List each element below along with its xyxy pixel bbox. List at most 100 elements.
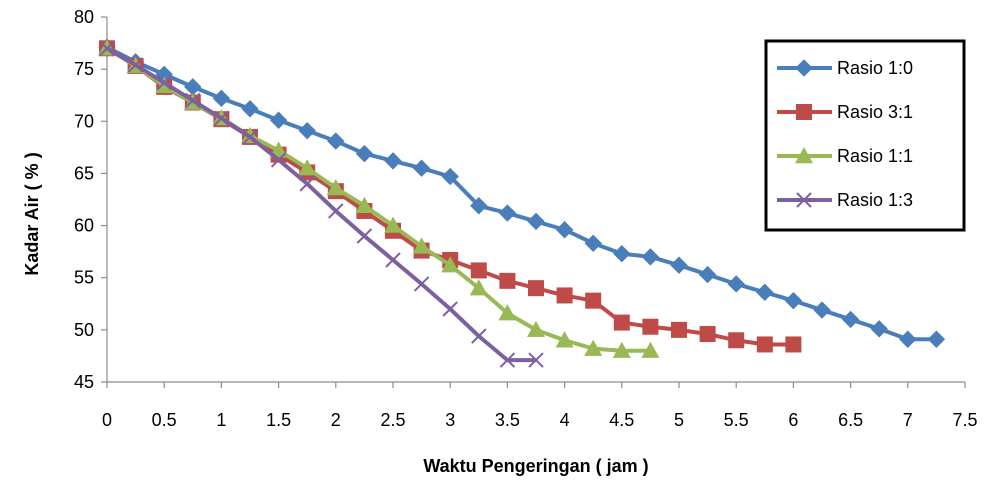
- data-point: [412, 159, 431, 177]
- data-point: [613, 314, 630, 331]
- data-point: [185, 92, 201, 109]
- data-point: [413, 276, 430, 292]
- y-tick-label: 55: [74, 268, 94, 288]
- legend-marker: [796, 104, 812, 120]
- data-point: [471, 328, 487, 344]
- data-point: [412, 237, 431, 254]
- data-point: [441, 256, 460, 273]
- data-point: [184, 78, 202, 96]
- data-point: [613, 245, 631, 263]
- chart-legend: Rasio 1:0 Rasio 3:1 Rasio 1:1 Rasio 1:3: [764, 39, 966, 232]
- data-point: [441, 167, 459, 186]
- data-point: [555, 331, 574, 348]
- data-point: [527, 320, 545, 338]
- data-point: [470, 197, 488, 215]
- series-rasio-1-3: [99, 40, 544, 368]
- x-tick-label: 6.5: [838, 410, 863, 430]
- x-tick-label: 7.5: [952, 410, 977, 430]
- data-point: [327, 132, 345, 150]
- data-point: [298, 121, 316, 140]
- x-tick-label: 3: [445, 410, 455, 430]
- data-point: [326, 179, 345, 196]
- data-point: [499, 272, 516, 289]
- data-point: [727, 275, 745, 293]
- data-point: [355, 144, 374, 163]
- legend-item: Rasio 3:1: [777, 102, 913, 122]
- data-point: [269, 141, 288, 158]
- y-tick-label: 80: [74, 7, 94, 27]
- y-tick-label: 65: [74, 163, 94, 183]
- data-point: [298, 159, 317, 176]
- data-point: [528, 280, 544, 297]
- y-tick-label: 75: [74, 59, 94, 79]
- data-point: [528, 352, 544, 368]
- data-point: [470, 262, 487, 279]
- x-axis-title: Waktu Pengeringan ( jam ): [423, 456, 648, 476]
- legend-marker: [795, 147, 813, 164]
- data-point: [699, 326, 716, 343]
- data-point: [698, 265, 717, 284]
- data-point: [499, 352, 516, 368]
- y-tick-label: 70: [74, 111, 94, 131]
- legend-label: Rasio 1:1: [837, 146, 913, 166]
- data-point: [242, 129, 258, 145]
- x-tick-label: 5.5: [724, 410, 749, 430]
- data-point: [870, 320, 888, 338]
- data-point: [612, 341, 631, 358]
- data-point: [670, 256, 688, 274]
- data-point: [899, 330, 917, 348]
- data-point: [584, 234, 602, 253]
- y-tick-label: 60: [74, 216, 94, 236]
- data-point: [841, 310, 860, 329]
- data-point: [584, 339, 603, 356]
- data-point: [498, 304, 517, 321]
- data-point: [99, 40, 115, 56]
- legend-label: Rasio 3:1: [837, 102, 913, 122]
- data-point: [585, 292, 602, 309]
- x-tick-label: 1: [216, 410, 226, 430]
- x-tick-label: 6: [788, 410, 798, 430]
- data-point: [384, 152, 402, 170]
- x-tick-label: 5: [674, 410, 684, 430]
- y-tick-label: 50: [74, 320, 94, 340]
- tick-labels: 45 50 55 60 65 70 75 80 0 0.5 1 1.5 2 2.5 3 3.5 4 4.5 5 5.5…: [74, 7, 978, 430]
- data-point: [127, 57, 144, 73]
- data-point: [356, 228, 373, 244]
- x-tick-label: 4.5: [609, 410, 634, 430]
- data-point: [469, 279, 488, 296]
- data-point: [269, 111, 288, 129]
- series-rasio-3-1: [99, 40, 802, 353]
- series-line: [105, 46, 651, 353]
- data-point: [442, 301, 458, 317]
- x-tick-label: 2.5: [380, 410, 405, 430]
- y-tick-label: 45: [74, 372, 94, 392]
- x-tick-label: 0.5: [152, 410, 177, 430]
- legend-label: Rasio 1:3: [837, 190, 913, 210]
- x-tick-label: 2: [331, 410, 341, 430]
- legend-item: Rasio 1:0: [777, 58, 913, 78]
- data-point: [641, 341, 660, 358]
- data-point: [527, 212, 545, 231]
- data-point: [641, 248, 660, 266]
- y-axis-title: Kadar Air ( % ): [22, 152, 42, 275]
- data-point: [241, 100, 259, 118]
- data-point: [642, 318, 659, 335]
- data-point: [156, 74, 172, 91]
- series-line: [105, 46, 536, 363]
- data-point: [671, 321, 687, 338]
- data-point: [756, 336, 773, 353]
- legend-label: Rasio 1:0: [837, 58, 913, 78]
- data-point: [212, 89, 231, 108]
- data-point: [756, 283, 774, 302]
- series-rasio-1-1: [98, 39, 660, 358]
- data-point: [498, 204, 517, 222]
- data-point: [355, 196, 374, 213]
- data-point: [299, 176, 315, 192]
- data-point: [927, 330, 946, 348]
- legend-item: Rasio 1:3: [777, 190, 913, 210]
- x-tick-label: 3.5: [495, 410, 520, 430]
- data-point: [785, 336, 802, 353]
- x-tick-label: 1.5: [266, 410, 291, 430]
- legend-marker: [796, 192, 812, 208]
- data-point: [556, 287, 573, 304]
